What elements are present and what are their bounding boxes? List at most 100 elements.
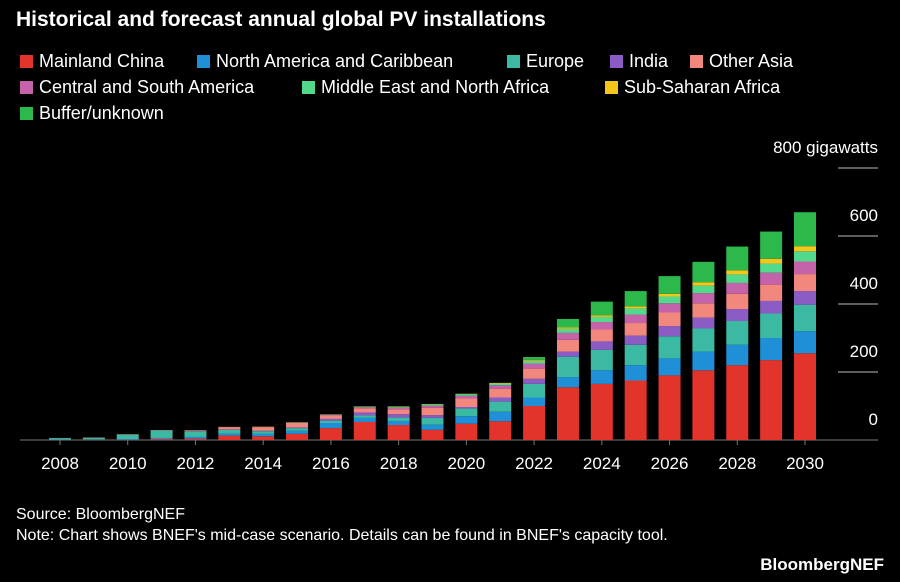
bar-segment [556, 318, 579, 328]
bar-segment [252, 436, 275, 440]
bar-segment [421, 424, 444, 430]
legend-swatch [20, 107, 33, 120]
bar-segment [658, 326, 681, 337]
bar-segment [184, 436, 207, 439]
bar-segment [116, 434, 139, 439]
bar-segment [624, 314, 647, 324]
bar-segment [184, 438, 207, 440]
bar-segment [455, 423, 478, 440]
bar-segment [760, 272, 783, 285]
legend-label: Other Asia [709, 51, 794, 71]
bar-segment [794, 274, 816, 292]
bar-segment [692, 317, 715, 329]
bar-segment [726, 282, 749, 294]
bar-segment [760, 258, 783, 264]
bar-segment [421, 407, 444, 416]
bar-segment [794, 251, 816, 262]
bar-segment [421, 404, 444, 406]
bar-segment [49, 438, 71, 440]
bar-segment [387, 420, 410, 426]
y-tick-label: 600 [850, 206, 878, 225]
bar-segment [760, 360, 783, 440]
bar-segment [692, 293, 715, 304]
bar-segment [523, 397, 546, 406]
bar-segment [523, 360, 546, 364]
chart-title: Historical and forecast annual global PV… [16, 8, 546, 31]
bar-segment [692, 370, 715, 440]
bar-segment [794, 212, 816, 247]
y-tick-label: 800 gigawatts [773, 138, 878, 157]
bar-segment [286, 430, 309, 434]
bar-segment [489, 421, 512, 440]
legend-swatch [20, 55, 33, 68]
bar-segment [692, 303, 715, 318]
bar-segment [794, 291, 816, 305]
bar-segment [556, 377, 579, 388]
bar-segment [760, 338, 783, 361]
bar-segment [319, 418, 342, 421]
bar-segment [286, 433, 309, 440]
bar-segment [421, 429, 444, 440]
x-tick-label: 2024 [583, 454, 621, 473]
bar-segment [455, 398, 478, 408]
bar-segment [421, 405, 444, 408]
bar-segment [624, 335, 647, 345]
bar-segment [658, 276, 681, 294]
bar-segment [590, 349, 613, 371]
bar-segment [760, 300, 783, 314]
bar-segment [658, 293, 681, 297]
logo: BloombergNEF [760, 555, 884, 574]
legend-label: India [629, 51, 669, 71]
bar-segment [760, 231, 783, 259]
bar-segment [421, 415, 444, 418]
source: Source: BloombergNEF [16, 506, 185, 523]
bar-segment [455, 416, 478, 424]
bar-segment [353, 407, 376, 409]
bar-segment [692, 261, 715, 283]
bar-segment [252, 431, 275, 434]
bar-segment [590, 383, 613, 440]
legend-swatch [610, 55, 623, 68]
bar-segment [353, 412, 376, 416]
x-tick-label: 2014 [244, 454, 282, 473]
bar-segment [387, 409, 410, 415]
bar-segment [590, 329, 613, 342]
bar-segment [353, 415, 376, 418]
bar-segment [387, 414, 410, 418]
x-tick-label: 2026 [651, 454, 689, 473]
x-tick-label: 2018 [380, 454, 418, 473]
bar-segment [726, 321, 749, 345]
legend-swatch [507, 55, 520, 68]
bar-segment [489, 382, 512, 384]
bar-segment [624, 365, 647, 381]
bar-segment [218, 427, 241, 430]
legend-swatch [690, 55, 703, 68]
y-tick-label: 400 [850, 274, 878, 293]
legend-label: Central and South America [39, 77, 255, 97]
bar-segment [455, 408, 478, 417]
bar-segment [590, 315, 613, 317]
bar-segment [556, 328, 579, 333]
bar-segment [760, 263, 783, 273]
bar-segment [726, 293, 749, 310]
x-tick-label: 2028 [718, 454, 756, 473]
bar-segment [455, 394, 478, 396]
bar-segment [116, 438, 139, 440]
bar-segment [658, 358, 681, 376]
bar-segment [286, 428, 309, 431]
x-tick-label: 2030 [786, 454, 824, 473]
bar-segment [353, 408, 376, 413]
bar-segment [556, 387, 579, 440]
bar-segment [794, 331, 816, 354]
legend-swatch [20, 81, 33, 94]
bar-segment [692, 351, 715, 371]
bar-segment [692, 285, 715, 294]
bar-segment [726, 270, 749, 275]
bar-segment [353, 406, 376, 408]
x-tick-label: 2008 [41, 454, 79, 473]
bar-segment [624, 380, 647, 440]
legend-label: Mainland China [39, 51, 165, 71]
legend-label: Middle East and North Africa [321, 77, 550, 97]
bar-segment [624, 291, 647, 307]
